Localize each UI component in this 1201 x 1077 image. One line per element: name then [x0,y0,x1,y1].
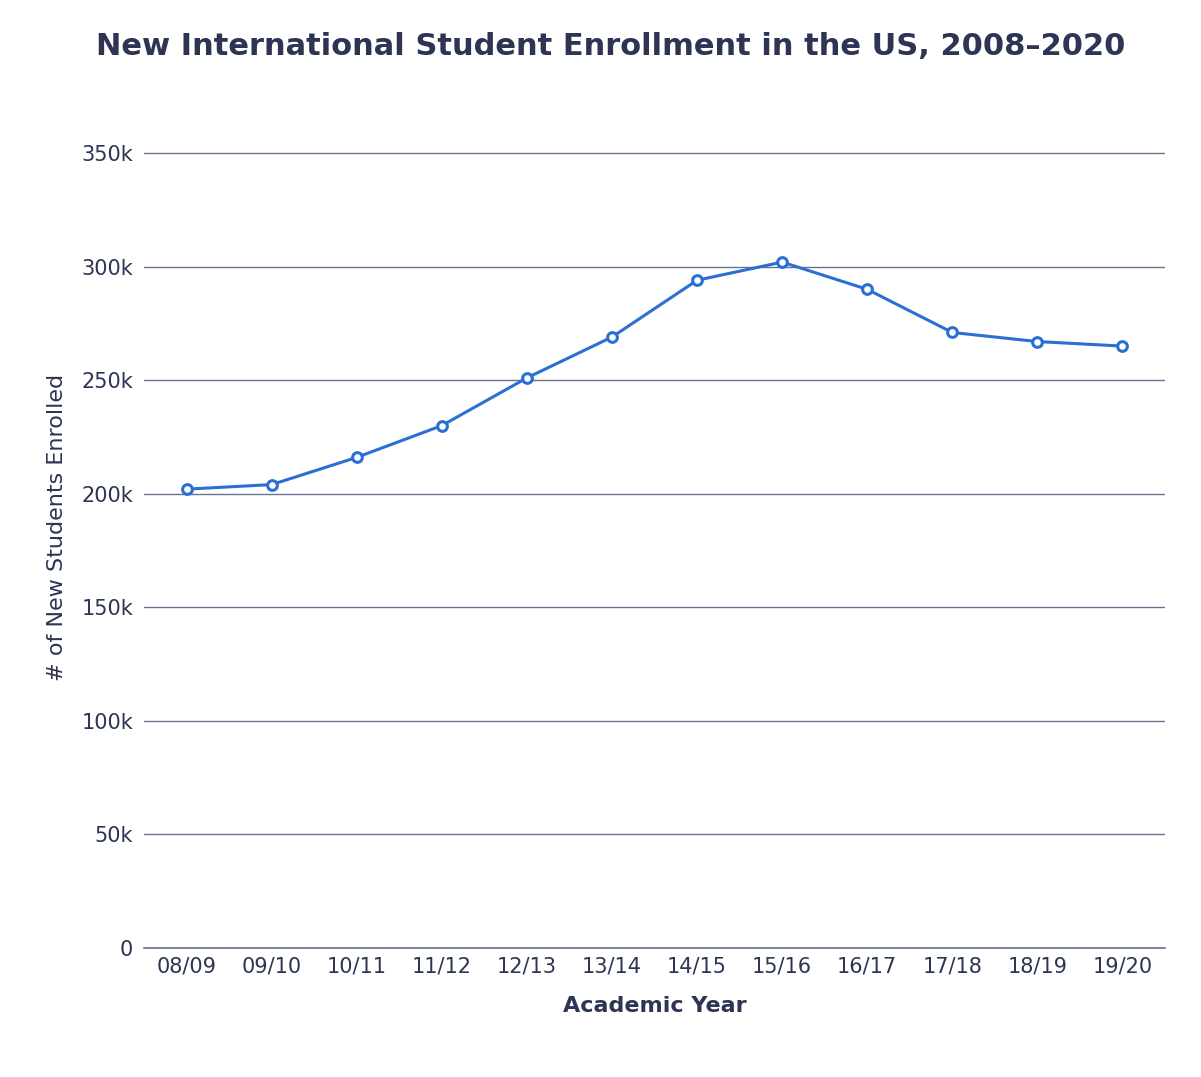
X-axis label: Academic Year: Academic Year [563,995,746,1016]
Y-axis label: # of New Students Enrolled: # of New Students Enrolled [47,374,67,682]
Text: New International Student Enrollment in the US, 2008–2020: New International Student Enrollment in … [96,32,1125,61]
